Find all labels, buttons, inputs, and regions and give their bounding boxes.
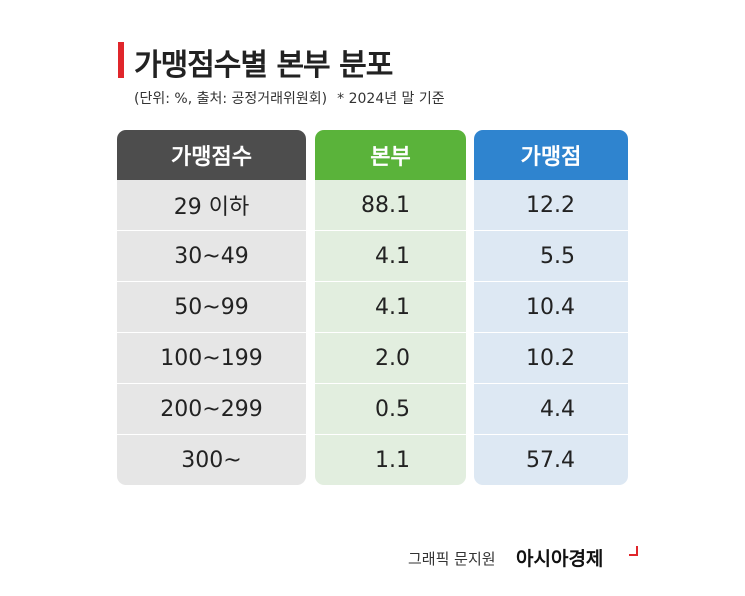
table-cell: 5.5 (474, 231, 628, 281)
header-cell: 가맹점수 (117, 130, 306, 180)
header-cell: 본부 (315, 130, 466, 180)
header-cell: 가맹점 (474, 130, 628, 180)
table-cell: 29 이하 (117, 180, 306, 230)
table-cell: 100~199 (117, 333, 306, 383)
note: * 2024년 말 기준 (337, 91, 445, 107)
table-cell: 0.5 (315, 384, 466, 434)
table-cell: 10.4 (474, 282, 628, 332)
subtitle: (단위: %, 출처: 공정거래위원회) * 2024년 말 기준 (134, 88, 445, 108)
title: 가맹점수별 본부 분포 (134, 48, 393, 83)
table-cell: 10.2 (474, 333, 628, 383)
table-cell: 57.4 (474, 435, 628, 485)
table-cell: 30~49 (117, 231, 306, 281)
table-cell: 4.1 (315, 231, 466, 281)
table-cell: 200~299 (117, 384, 306, 434)
brand: 아시아경제 (516, 548, 604, 570)
table-cell: 300~ (117, 435, 306, 485)
credit: 그래픽 문지원 (408, 550, 496, 568)
table-cell: 4.4 (474, 384, 628, 434)
table-cell: 50~99 (117, 282, 306, 332)
unit-source: (단위: %, 출처: 공정거래위원회) (134, 91, 328, 107)
brand-logo (629, 546, 638, 556)
table-cell: 12.2 (474, 180, 628, 230)
table-cell: 4.1 (315, 282, 466, 332)
table-cell: 88.1 (315, 180, 466, 230)
title-accent (118, 42, 124, 78)
table-cell: 1.1 (315, 435, 466, 485)
table-cell: 2.0 (315, 333, 466, 383)
